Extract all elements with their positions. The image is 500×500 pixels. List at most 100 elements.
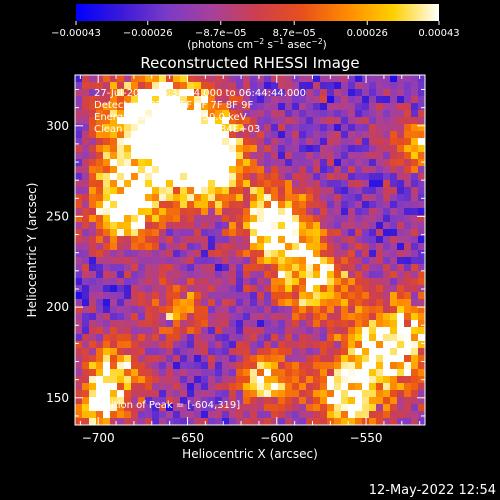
heatmap-cell (222, 236, 230, 244)
heatmap-cell (124, 299, 132, 307)
heatmap-cell (194, 271, 202, 279)
heatmap-cell (103, 341, 111, 349)
heatmap-cell (110, 327, 118, 335)
heatmap-cell (271, 292, 279, 300)
heatmap-cell (369, 236, 377, 244)
heatmap-cell (369, 82, 377, 90)
heatmap-cell (159, 89, 167, 97)
heatmap-cell (117, 285, 125, 293)
heatmap-cell (82, 418, 90, 426)
heatmap-cell (89, 89, 97, 97)
heatmap-cell (243, 306, 251, 314)
heatmap-cell (82, 152, 90, 160)
heatmap-cell (313, 362, 321, 370)
heatmap-cell (257, 418, 265, 426)
heatmap-cell (327, 187, 335, 195)
heatmap-cell (348, 124, 356, 132)
heatmap-cell (173, 117, 181, 125)
heatmap-cell (257, 404, 265, 412)
heatmap-cell (376, 110, 384, 118)
heatmap-cell (82, 362, 90, 370)
heatmap-cell (180, 222, 188, 230)
heatmap-cell (145, 187, 153, 195)
heatmap-cell (334, 390, 342, 398)
heatmap-cell (215, 145, 223, 153)
heatmap-cell (145, 96, 153, 104)
heatmap-cell (82, 376, 90, 384)
heatmap-cell (159, 229, 167, 237)
heatmap-cell (327, 278, 335, 286)
heatmap-cell (257, 285, 265, 293)
heatmap-cell (250, 201, 258, 209)
heatmap-cell (96, 418, 104, 426)
heatmap-cell (278, 362, 286, 370)
heatmap-cell (194, 145, 202, 153)
heatmap-cell (96, 201, 104, 209)
heatmap-cell (152, 278, 160, 286)
heatmap-cell (173, 243, 181, 251)
heatmap-cell (320, 124, 328, 132)
heatmap-cell (285, 243, 293, 251)
heatmap-cell (89, 124, 97, 132)
heatmap-cell (250, 131, 258, 139)
heatmap-cell (152, 187, 160, 195)
heatmap-cell (383, 376, 391, 384)
heatmap-cell (243, 82, 251, 90)
heatmap-cell (257, 222, 265, 230)
heatmap-cell (292, 222, 300, 230)
heatmap-cell (243, 369, 251, 377)
heatmap-cell (173, 334, 181, 342)
heatmap-cell (166, 208, 174, 216)
heatmap-cell (278, 159, 286, 167)
heatmap-cell (159, 243, 167, 251)
heatmap-cell (96, 320, 104, 328)
heatmap-cell (222, 96, 230, 104)
heatmap-cell (264, 180, 272, 188)
heatmap-cell (348, 159, 356, 167)
heatmap-cell (390, 180, 398, 188)
heatmap-cell (187, 208, 195, 216)
heatmap-cell (124, 173, 132, 181)
heatmap-cell (390, 404, 398, 412)
heatmap-cell (201, 124, 209, 132)
heatmap-cell (138, 180, 146, 188)
heatmap-cell (152, 222, 160, 230)
heatmap-cell (278, 173, 286, 181)
heatmap-cell (75, 264, 83, 272)
heatmap-cell (180, 362, 188, 370)
heatmap-cell (145, 376, 153, 384)
heatmap-cell (285, 229, 293, 237)
heatmap-cell (208, 390, 216, 398)
heatmap-cell (159, 159, 167, 167)
heatmap-cell (313, 236, 321, 244)
heatmap-cell (355, 89, 363, 97)
heatmap-cell (320, 75, 328, 83)
heatmap-cell (215, 152, 223, 160)
heatmap-cell (236, 306, 244, 314)
heatmap-cell (306, 418, 314, 426)
heatmap-cell (152, 285, 160, 293)
heatmap-cell (173, 257, 181, 265)
heatmap-cell (222, 194, 230, 202)
heatmap-cell (250, 89, 258, 97)
heatmap-cell (313, 390, 321, 398)
heatmap-cell (278, 131, 286, 139)
heatmap-cell (411, 250, 419, 258)
heatmap-cell (271, 348, 279, 356)
heatmap-cell (299, 215, 307, 223)
heatmap-cell (180, 257, 188, 265)
heatmap-cell (341, 334, 349, 342)
heatmap-cell (117, 208, 125, 216)
heatmap-cell (299, 243, 307, 251)
heatmap-cell (194, 89, 202, 97)
heatmap-cell (131, 390, 139, 398)
heatmap-cell (418, 313, 426, 321)
heatmap-cell (124, 236, 132, 244)
heatmap-cell (341, 194, 349, 202)
heatmap-cell (257, 327, 265, 335)
heatmap-cell (313, 117, 321, 125)
heatmap-cell (411, 89, 419, 97)
heatmap-cell (75, 187, 83, 195)
heatmap-cell (208, 152, 216, 160)
heatmap-cell (306, 180, 314, 188)
